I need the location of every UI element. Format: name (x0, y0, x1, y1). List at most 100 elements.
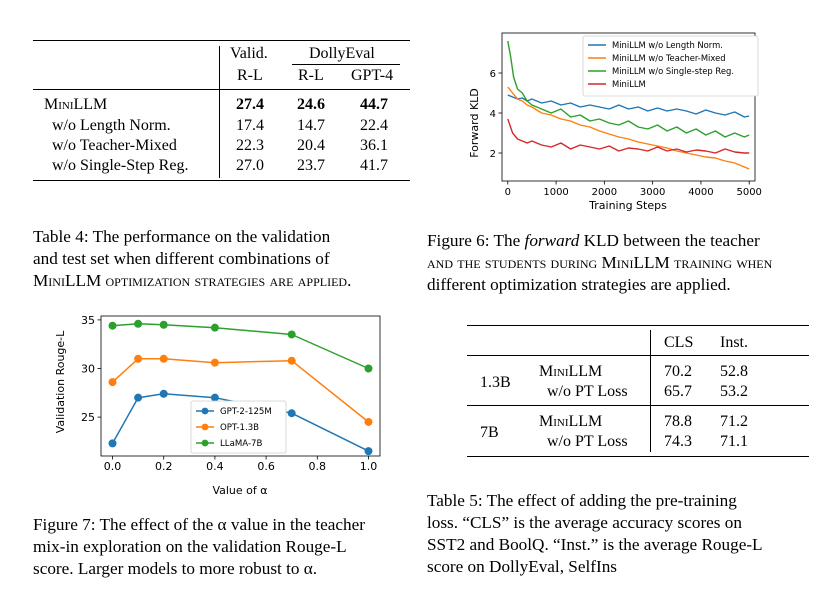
fig7-xtick-1: 0.2 (155, 460, 173, 473)
fig7-xlabel: Value of α (212, 484, 267, 497)
figure-6-caption-line-3: different optimization strategies are ap… (427, 275, 731, 294)
table-5-header-rule (467, 355, 809, 356)
table-4-top-rule (33, 40, 410, 41)
table-4-header-rule (33, 89, 410, 90)
table-4-column-divider (219, 46, 220, 178)
fig7-point-2-1 (134, 319, 143, 328)
fig6-xtick-0: 0 (505, 187, 511, 198)
fig6-xtick-4: 4000 (688, 187, 713, 198)
figure-6-caption-post: KLD between the teacher (579, 231, 760, 250)
table-5-size-7b: 7B (480, 424, 499, 441)
fig6-ytick-0: 2 (490, 149, 496, 160)
table-4-row-minillm-valid: 27.4 (236, 96, 264, 113)
figure-6-caption-line-2: and the students during MiniLLM training… (427, 253, 773, 272)
table-5-size-1-3b: 1.3B (480, 374, 511, 391)
fig7-point-0-1 (134, 393, 143, 402)
table-4-header-rl-valid: R-L (237, 67, 263, 84)
figure-6-caption-em: forward (524, 231, 580, 250)
fig6-xtick-1: 1000 (543, 187, 568, 198)
fig7-legend-marker-1 (201, 423, 209, 431)
figure-6-caption: Figure 6: The forward KLD between the te… (427, 230, 809, 296)
table-5-bottom-rule (467, 456, 809, 457)
table-4-caption-line-1: Table 4: The performance on the validati… (33, 227, 331, 246)
table-5-caption-line-1: Table 5: The effect of adding the pre-tr… (427, 491, 737, 510)
fig6-legend-label-3: MiniLLM (612, 79, 646, 89)
table-5-row-3-inst: 71.2 (720, 413, 748, 430)
table-4-bottom-rule (33, 180, 410, 181)
fig7-point-0-2 (159, 389, 168, 398)
fig7-ytick-0: 25 (81, 411, 95, 424)
table-5-row-3-method: MiniLLM (539, 413, 603, 430)
fig7-series-line-2 (112, 323, 369, 370)
table-5-caption-line-3: SST2 and BoolQ. “Inst.” is the average R… (427, 535, 763, 554)
fig6-series-line-0 (507, 94, 750, 118)
table-4-row-minillm-gpt4: 44.7 (360, 96, 388, 113)
fig7-point-0-4 (287, 409, 296, 418)
table-5-header-inst: Inst. (720, 334, 748, 351)
table-4-header-dollyeval: DollyEval (309, 45, 375, 62)
fig7-axes-frame (100, 315, 381, 457)
table-4-row-teacher-valid: 22.3 (236, 137, 264, 154)
fig6-axes-frame (501, 32, 756, 182)
table-4-row-length-rl: 14.7 (297, 117, 325, 134)
figure-6-caption-pre: Figure 6: The (427, 231, 525, 250)
fig7-legend-label-1: OPT-1.3B (220, 423, 259, 433)
fig7-point-1-1 (134, 354, 143, 363)
table-4-row-singlestep-valid: 27.0 (236, 157, 264, 174)
table-5-caption-line-4: score on DollyEval, SelfIns (427, 557, 617, 576)
table-4-row-singlestep-rl: 23.7 (297, 157, 325, 174)
fig6-series-line-1 (507, 86, 750, 170)
figure-7-caption: Figure 7: The effect of the α value in t… (33, 514, 411, 580)
fig7-xtick-0: 0.0 (104, 460, 122, 473)
table-5-row-2-cls: 65.7 (664, 383, 692, 400)
figure-7-caption-line-1: Figure 7: The effect of the α value in t… (33, 515, 365, 534)
fig6-xtick-2: 2000 (592, 187, 617, 198)
fig7-series-line-1 (111, 358, 369, 423)
fig7-legend-label-0: GPT-2-125M (220, 407, 272, 417)
fig7-point-2-5 (364, 364, 373, 373)
fig7-point-2-0 (108, 321, 117, 330)
table-5-header-cls: CLS (664, 334, 694, 351)
fig7-point-1-4 (287, 356, 296, 365)
table-4-caption: Table 4: The performance on the validati… (33, 226, 411, 292)
table-4-row-length-valid: 17.4 (236, 117, 264, 134)
figure-7-caption-line-3: score. Larger models to more robust to α… (33, 559, 318, 578)
table-4-caption-line-2: and test set when different combinations… (33, 249, 330, 268)
table-5-row-4-cls: 74.3 (664, 433, 692, 450)
table-5-column-divider (650, 330, 651, 452)
figure-7-caption-line-2: mix-in exploration on the validation Rou… (33, 537, 347, 556)
table-5-row-2-method: w/o PT Loss (547, 383, 628, 400)
table-5-row-1-inst: 52.8 (720, 363, 748, 380)
table-5-row-4-method: w/o PT Loss (547, 433, 628, 450)
table-5-row-2-inst: 53.2 (720, 383, 748, 400)
fig7-legend-label-2: LLaMA-7B (220, 439, 263, 449)
fig7-point-1-5 (364, 417, 373, 426)
table-4-row-teacher-label: w/o Teacher-Mixed (52, 137, 177, 154)
fig6-legend-label-0: MiniLLM w/o Length Norm. (612, 40, 723, 50)
figure-6-caption-line-1: Figure 6: The forward KLD between the te… (427, 230, 809, 252)
table-4-row-teacher-rl: 20.4 (297, 137, 325, 154)
fig7-series-line-0 (111, 393, 369, 452)
table-4-header-valid: Valid. (230, 45, 268, 62)
fig7-point-0-5 (364, 447, 373, 456)
table-5-row-3-cls: 78.8 (664, 413, 692, 430)
fig7-point-2-4 (287, 330, 296, 339)
fig6-legend-label-1: MiniLLM w/o Teacher-Mixed (612, 53, 726, 63)
table-5-row-1-cls: 70.2 (664, 363, 692, 380)
table-4-row-teacher-gpt4: 36.1 (360, 137, 388, 154)
fig7-point-1-0 (108, 378, 117, 387)
fig6-ytick-1: 4 (490, 109, 496, 120)
fig7-ytick-2: 35 (81, 314, 95, 327)
fig6-ylabel: Forward KLD (468, 88, 481, 158)
fig6-legend-label-2: MiniLLM w/o Single-step Reg. (612, 66, 734, 76)
fig7-legend-marker-2 (201, 439, 209, 447)
fig7-point-1-3 (210, 358, 219, 367)
fig6-series-line-2 (507, 40, 750, 138)
fig7-point-0-3 (210, 393, 219, 402)
table-5-mid-rule (467, 405, 809, 406)
fig6-xlabel: Training Steps (588, 199, 667, 212)
fig7-point-1-2 (159, 354, 168, 363)
fig7-xtick-5: 1.0 (360, 460, 378, 473)
table-5-caption: Table 5: The effect of adding the pre-tr… (427, 490, 809, 578)
fig7-point-0-0 (108, 439, 117, 448)
